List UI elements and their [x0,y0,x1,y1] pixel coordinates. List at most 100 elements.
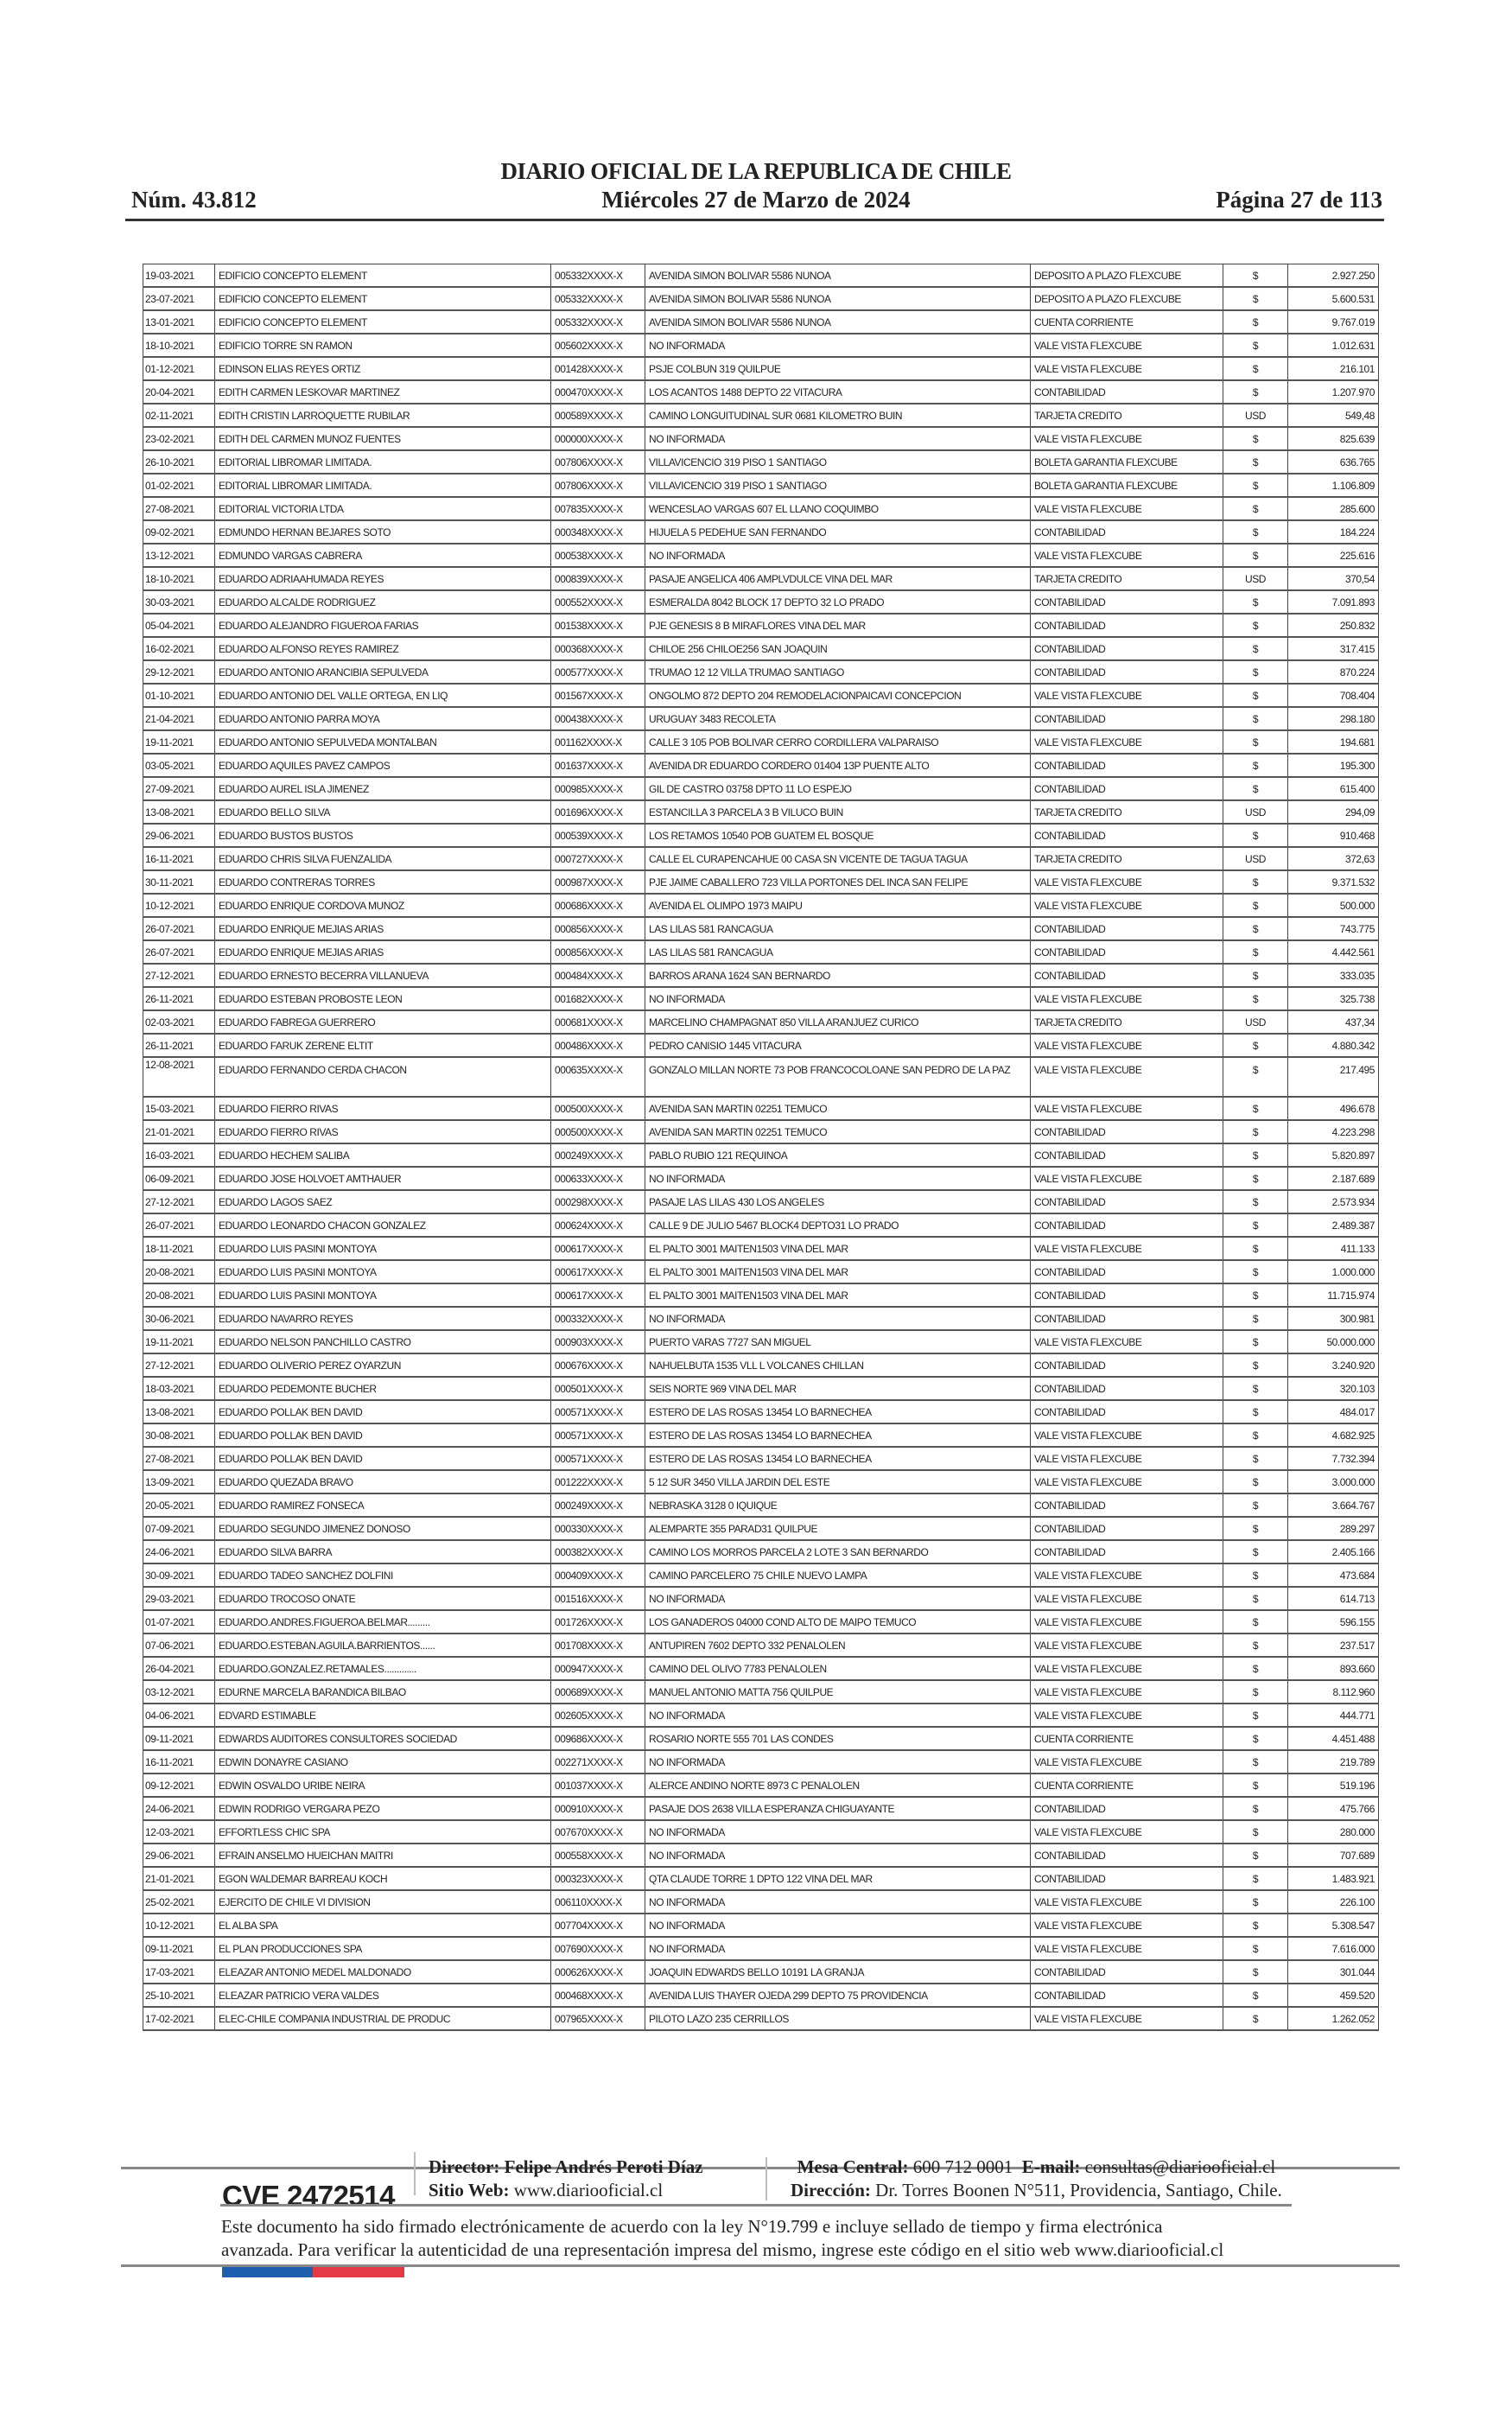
product-cell: CONTABILIDAD [1030,939,1223,965]
id-cell: 000348XXXX-X [550,519,645,544]
amount-cell: 325.738 [1287,986,1379,1011]
date-cell: 19-11-2021 [143,1329,215,1354]
product-cell: CONTABILIDAD [1030,776,1223,801]
date-cell: 17-02-2021 [143,2006,215,2031]
amount-cell: 708.404 [1287,683,1379,708]
table-row: 13-08-2021 EDUARDO BELLO SILVA 001696XXXX-… [143,799,1379,825]
date-cell: 20-08-2021 [143,1283,215,1308]
table-row: 03-12-2021 EDURNE MARCELA BARANDICA BILBA… [143,1679,1379,1704]
address-cell: AVENIDA SIMON BOLIVAR 5586 NUNOA [645,286,1031,311]
table-row: 13-01-2021 EDIFICIO CONCEPTO ELEMENT 00533… [143,309,1379,334]
product-cell: CONTABILIDAD [1030,706,1223,731]
address-cell: AVENIDA SAN MARTIN 02251 TEMUCO [645,1096,1031,1121]
product-cell: CONTABILIDAD [1030,1376,1223,1401]
id-cell: 000577XXXX-X [550,659,645,685]
product-cell: CONTABILIDAD [1030,1866,1223,1891]
name-cell: EDURNE MARCELA BARANDICA BILBAO [214,1679,551,1704]
currency-cell: $ [1223,1796,1288,1821]
amount-cell: 484.017 [1287,1399,1379,1424]
product-cell: CUENTA CORRIENTE [1030,1773,1223,1798]
currency-cell: $ [1223,333,1288,358]
email-link[interactable]: consultas@diariooficial.cl [1084,2156,1276,2177]
date-cell: 09-02-2021 [143,519,215,544]
product-cell: VALE VISTA FLEXCUBE [1030,869,1223,895]
date-cell: 25-02-2021 [143,1889,215,1914]
header-divider [125,219,1384,221]
id-cell: 000617XXXX-X [550,1259,645,1284]
date-cell: 18-11-2021 [143,1236,215,1261]
amount-cell: 4.223.298 [1287,1119,1379,1144]
address-cell: EL PALTO 3001 MAITEN1503 VINA DEL MAR [645,1283,1031,1308]
table-row: 26-04-2021 EDUARDO.GONZALEZ.RETAMALES....… [143,1656,1379,1681]
id-cell: 000501XXXX-X [550,1376,645,1401]
name-cell: EDUARDO.ESTEBAN.AGUILA.BARRIENTOS...... [214,1633,551,1658]
id-cell: 007965XXXX-X [550,2006,645,2031]
currency-cell: $ [1223,264,1288,288]
name-cell: EDWIN DONAYRE CASIANO [214,1749,551,1774]
currency-cell: USD [1223,403,1288,428]
amount-cell: 320.103 [1287,1376,1379,1401]
id-cell: 000486XXXX-X [550,1033,645,1058]
director-name: Felipe Andrés Peroti Díaz [504,2156,703,2177]
address-cell: PEDRO CANISIO 1445 VITACURA [645,1033,1031,1058]
name-cell: EDUARDO OLIVERIO PEREZ OYARZUN [214,1353,551,1378]
table-row: 09-11-2021 EL PLAN PRODUCCIONES SPA 007690… [143,1936,1379,1961]
amount-cell: 301.044 [1287,1959,1379,1984]
table-row: 24-06-2021 EDWIN RODRIGO VERGARA PEZO 0009… [143,1796,1379,1821]
amount-cell: 3.000.000 [1287,1469,1379,1494]
name-cell: EDUARDO ESTEBAN PROBOSTE LEON [214,986,551,1011]
name-cell: EDUARDO POLLAK BEN DAVID [214,1399,551,1424]
product-cell: CONTABILIDAD [1030,613,1223,638]
currency-cell: $ [1223,1773,1288,1798]
id-cell: 000910XXXX-X [550,1796,645,1821]
id-cell: 000635XXXX-X [550,1056,645,1098]
address-cell: ESTERO DE LAS ROSAS 13454 LO BARNECHEA [645,1446,1031,1471]
web-link[interactable]: www.diariooficial.cl [513,2180,664,2200]
name-cell: EDUARDO PEDEMONTE BUCHER [214,1376,551,1401]
id-cell: 000617XXXX-X [550,1283,645,1308]
id-cell: 000676XXXX-X [550,1353,645,1378]
date-cell: 16-11-2021 [143,846,215,871]
product-cell: VALE VISTA FLEXCUBE [1030,1609,1223,1634]
amount-cell: 1.106.809 [1287,473,1379,498]
address-cell: HIJUELA 5 PEDEHUE SAN FERNANDO [645,519,1031,544]
name-cell: EGON WALDEMAR BARREAU KOCH [214,1866,551,1891]
amount-cell: 285.600 [1287,496,1379,521]
id-cell: 005602XXXX-X [550,333,645,358]
currency-cell: $ [1223,1656,1288,1681]
table-row: 30-06-2021 EDUARDO NAVARRO REYES 000332XXX… [143,1306,1379,1331]
address-cell: NO INFORMADA [645,1306,1031,1331]
legal-line: avanzada. Para verificar la autenticidad… [221,2239,1224,2260]
amount-cell: 317.415 [1287,636,1379,661]
name-cell: EDUARDO NELSON PANCHILLO CASTRO [214,1329,551,1354]
product-cell: CONTABILIDAD [1030,963,1223,988]
date-cell: 26-10-2021 [143,449,215,474]
date-cell: 27-12-2021 [143,1353,215,1378]
table-row: 27-08-2021 EDUARDO POLLAK BEN DAVID 000571… [143,1446,1379,1471]
name-cell: EDUARDO ANTONIO ARANCIBIA SEPULVEDA [214,659,551,685]
address-cell: PJE GENESIS 8 B MIRAFLORES VINA DEL MAR [645,613,1031,638]
product-cell: DEPOSITO A PLAZO FLEXCUBE [1030,286,1223,311]
currency-cell: $ [1223,1936,1288,1961]
id-cell: 007806XXXX-X [550,449,645,474]
address-cell: SEIS NORTE 969 VINA DEL MAR [645,1376,1031,1401]
date-cell: 01-02-2021 [143,473,215,498]
amount-cell: 549,48 [1287,403,1379,428]
table-row: 26-07-2021 EDUARDO ENRIQUE MEJIAS ARIAS 00… [143,939,1379,965]
currency-cell: $ [1223,589,1288,615]
table-row: 16-11-2021 EDWIN DONAYRE CASIANO 002271XXX… [143,1749,1379,1774]
date-cell: 06-09-2021 [143,1166,215,1191]
currency-cell: $ [1223,1586,1288,1611]
currency-cell: USD [1223,799,1288,825]
table-row: 21-01-2021 EGON WALDEMAR BARREAU KOCH 0003… [143,1866,1379,1891]
date-cell: 30-09-2021 [143,1563,215,1588]
date-cell: 24-06-2021 [143,1539,215,1564]
currency-cell: $ [1223,1563,1288,1588]
currency-cell: $ [1223,1749,1288,1774]
amount-cell: 437,34 [1287,1009,1379,1035]
legal-line: Este documento ha sido firmado electróni… [221,2216,1163,2237]
currency-cell: USD [1223,846,1288,871]
amount-cell: 519.196 [1287,1773,1379,1798]
table-row: 21-04-2021 EDUARDO ANTONIO PARRA MOYA 0004… [143,706,1379,731]
name-cell: ELEAZAR ANTONIO MEDEL MALDONADO [214,1959,551,1984]
